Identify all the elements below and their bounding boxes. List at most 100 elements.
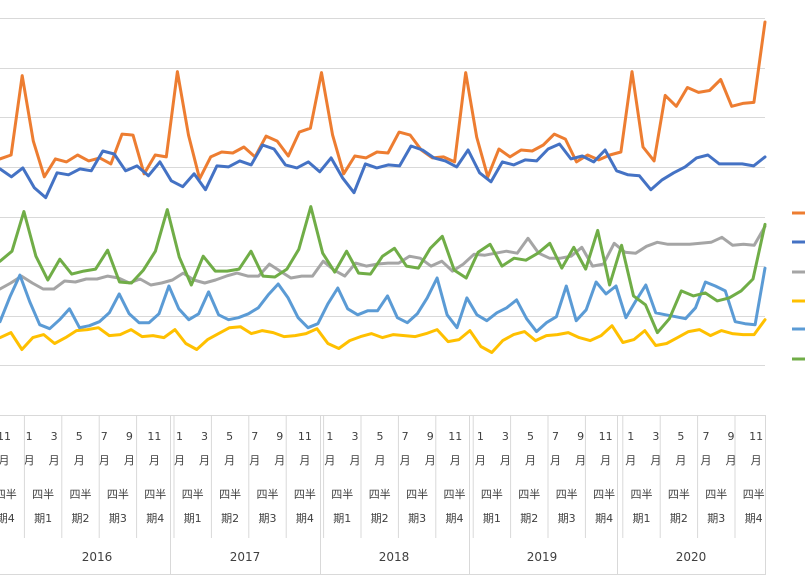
quarter-label: 四半	[144, 487, 166, 501]
month-tick-label: 5	[226, 430, 233, 443]
month-tick-label: 1	[176, 430, 183, 443]
month-tick-label: 月	[625, 454, 636, 467]
quarter-label: 四半	[294, 487, 316, 501]
quarter-label: 期3	[259, 512, 277, 525]
month-tick-label: 1	[26, 430, 33, 443]
month-tick-label: 月	[700, 454, 711, 467]
month-tick-label: 月	[525, 454, 536, 467]
quarter-label: 期4	[446, 512, 464, 525]
quarter-label: 期2	[520, 512, 538, 525]
quarter-label: 期4	[745, 512, 763, 525]
month-tick-label: 月	[475, 454, 486, 467]
month-tick-label: 月	[0, 454, 10, 467]
quarter-label: 期4	[296, 512, 314, 525]
quarter-label: 四半	[743, 487, 765, 501]
quarter-label: 四半	[518, 487, 540, 501]
series-line-6	[0, 205, 767, 335]
month-tick-label: 月	[99, 454, 110, 467]
quarter-label: 期4	[595, 512, 613, 525]
quarter-label: 四半	[257, 487, 279, 501]
month-tick-label: 月	[199, 454, 210, 467]
quarter-label: 四半	[556, 487, 578, 501]
month-tick-label: 月	[24, 454, 35, 467]
quarter-label: 期3	[707, 512, 725, 525]
month-tick-label: 7	[101, 430, 108, 443]
month-tick-label: 7	[402, 430, 409, 443]
legend	[792, 211, 805, 361]
quarter-label: 期1	[633, 512, 651, 525]
month-tick-label: 月	[124, 454, 135, 467]
quarter-label: 期2	[371, 512, 389, 525]
quarter-label: 四半	[444, 487, 466, 501]
month-tick-label: 1	[326, 430, 333, 443]
quarter-label: 四半	[331, 487, 353, 501]
year-label: 2019	[527, 550, 558, 564]
month-tick-label: 9	[728, 430, 735, 443]
month-tick-label: 月	[500, 454, 511, 467]
quarter-label: 四半	[593, 487, 615, 501]
month-tick-label: 11	[599, 430, 613, 443]
month-tick-label: 9	[427, 430, 434, 443]
month-tick-label: 9	[276, 430, 283, 443]
month-tick-label: 月	[299, 454, 310, 467]
month-tick-label: 月	[600, 454, 611, 467]
month-tick-label: 月	[174, 454, 185, 467]
month-tick-label: 9	[126, 430, 133, 443]
quarter-label: 四半	[705, 487, 727, 501]
quarter-label: 四半	[0, 487, 17, 501]
quarter-label: 四半	[668, 487, 690, 501]
series-line-2	[0, 142, 767, 200]
month-tick-label: 月	[249, 454, 260, 467]
month-tick-label: 7	[702, 430, 709, 443]
month-tick-label: 5	[527, 430, 534, 443]
quarter-label: 期3	[109, 512, 127, 525]
month-tick-label: 1	[627, 430, 634, 443]
month-tick-label: 9	[577, 430, 584, 443]
month-tick-label: 3	[652, 430, 659, 443]
series-line-1	[0, 20, 767, 181]
month-tick-label: 11	[448, 430, 462, 443]
month-tick-label: 月	[575, 454, 586, 467]
year-label: 2016	[82, 550, 113, 564]
month-tick-label: 月	[400, 454, 411, 467]
month-tick-label: 3	[502, 430, 509, 443]
quarter-label: 四半	[481, 487, 503, 501]
quarter-label: 期2	[670, 512, 688, 525]
month-tick-label: 月	[425, 454, 436, 467]
month-tick-label: 7	[251, 430, 258, 443]
quarter-label: 期2	[72, 512, 90, 525]
quarter-label: 期1	[333, 512, 351, 525]
month-tick-label: 月	[274, 454, 285, 467]
quarter-label: 期1	[184, 512, 202, 525]
month-tick-label: 5	[76, 430, 83, 443]
month-tick-label: 1	[477, 430, 484, 443]
month-tick-label: 月	[675, 454, 686, 467]
month-tick-label: 月	[550, 454, 561, 467]
quarter-label: 期3	[558, 512, 576, 525]
quarter-label: 期1	[34, 512, 52, 525]
month-tick-label: 月	[149, 454, 160, 467]
month-tick-label: 月	[450, 454, 461, 467]
quarter-label: 四半	[70, 487, 92, 501]
month-tick-label: 7	[552, 430, 559, 443]
month-tick-label: 月	[224, 454, 235, 467]
year-label: 2017	[230, 550, 261, 564]
x-axis: 11月1月3月5月7月9月11月1月3月5月7月9月11月1月3月5月7月9月1…	[0, 415, 766, 575]
quarter-label: 四半	[369, 487, 391, 501]
month-tick-label: 月	[324, 454, 335, 467]
quarter-label: 四半	[631, 487, 653, 501]
month-tick-label: 11	[749, 430, 763, 443]
series-lines	[0, 20, 767, 354]
month-tick-label: 3	[351, 430, 358, 443]
quarter-label: 期4	[146, 512, 164, 525]
quarter-label: 期1	[483, 512, 501, 525]
month-tick-label: 月	[726, 454, 737, 467]
month-tick-label: 月	[650, 454, 661, 467]
month-tick-label: 5	[377, 430, 384, 443]
series-line-4	[0, 318, 767, 354]
month-tick-label: 月	[49, 454, 60, 467]
month-tick-label: 3	[51, 430, 58, 443]
month-tick-label: 11	[298, 430, 312, 443]
month-tick-label: 11	[147, 430, 161, 443]
